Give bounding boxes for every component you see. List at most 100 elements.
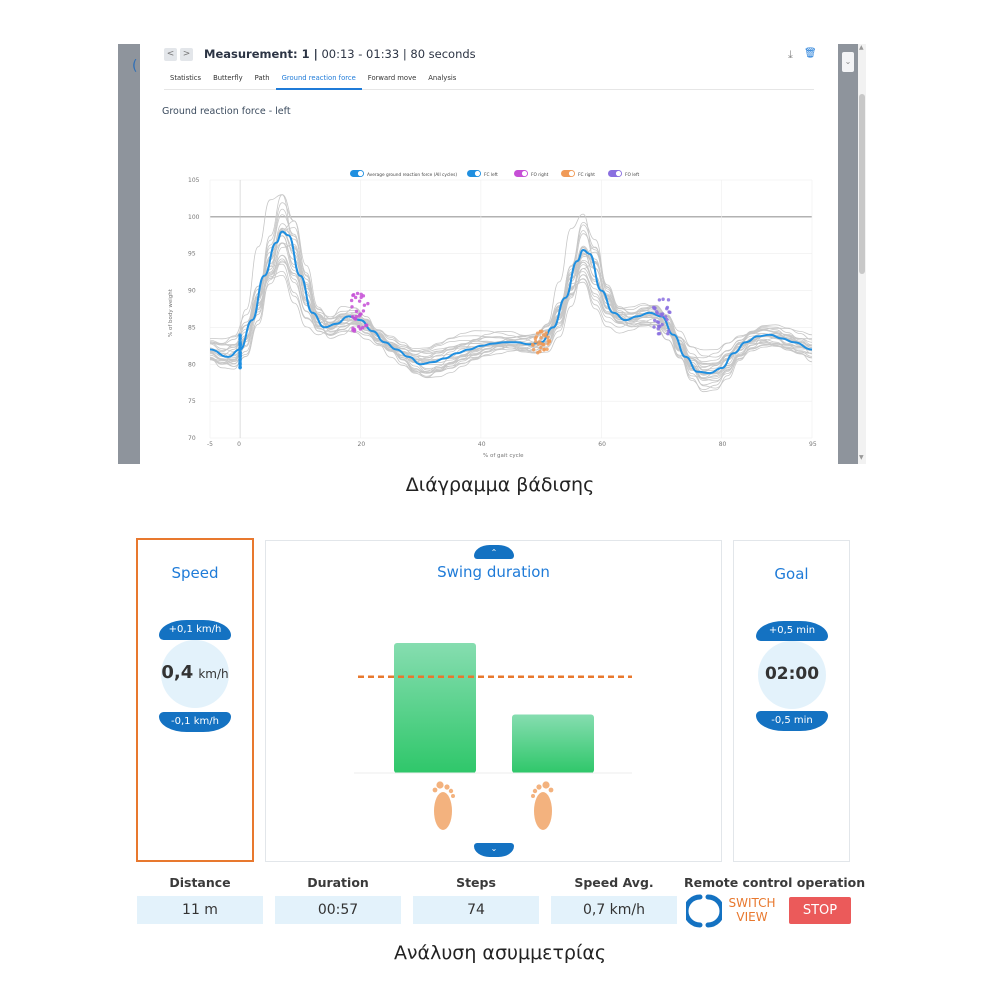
switch-view-icon[interactable] [686,893,722,929]
legend-label: FO left [625,172,639,178]
event-point [545,347,549,351]
event-point [355,291,360,296]
event-point [656,320,661,325]
event-point [539,335,543,340]
legend-label: FO right [531,172,549,178]
scrollbar[interactable]: ▲ ▼ [858,44,866,464]
cycle-curve [209,208,813,393]
y-tick-label: 85 [188,324,196,331]
tab-ground-reaction-force[interactable]: Ground reaction force [275,70,362,90]
speed-decrease-button[interactable]: -0,1 km/h [159,712,231,732]
event-point [666,298,671,302]
speed-dial: 0,4 km/h [161,640,229,708]
event-point [238,343,242,347]
event-point [533,339,538,344]
right-overlay: ⌄ [838,44,858,464]
y-tick-label: 80 [188,361,196,368]
ground-reaction-force-chart: Average ground reaction force (All cycle… [168,170,817,459]
duration-value: 00:57 [275,896,401,924]
tab-forward-move[interactable]: Forward move [367,74,417,82]
steps-label: Steps [456,875,496,890]
event-point [655,311,660,315]
tab-path[interactable]: Path [254,74,270,82]
cycle-curve [209,232,813,371]
next-measurement-button[interactable]: > [180,48,193,61]
measurement-view: < > Measurement: 1 | 00:13 - 01:33 | 80 … [140,44,838,464]
event-point [238,361,242,365]
event-point [656,327,660,331]
distance-value: 11 m [137,896,263,924]
chevron-down-icon[interactable]: ⌄ [474,843,514,857]
event-point [657,298,662,302]
event-point [353,295,358,300]
x-tick-label: 80 [719,441,727,448]
gait-chart-screenshot: ( < > Measurement: 1 | 00:13 - 01:33 | 8… [118,44,866,464]
tab-statistics[interactable]: Statistics [170,74,202,82]
event-point [238,346,242,351]
event-point [350,305,354,309]
event-point [238,350,242,355]
x-axis-label: % of gait cycle [483,453,524,459]
event-point [661,297,665,301]
chevron-up-icon[interactable]: ⌃ [474,545,514,559]
switch-view-button[interactable]: SWITCH VIEW [728,896,776,924]
event-point [361,309,366,313]
event-point [667,329,671,333]
cycle-curve [209,242,813,380]
event-point [539,345,543,350]
event-point [535,331,540,335]
download-icon[interactable]: ⤓ [788,48,793,61]
cycle-curve [209,274,813,365]
goal-increase-button[interactable]: +0,5 min [756,621,828,641]
cycle-curve [209,202,813,389]
tab-analysis[interactable]: Analysis [428,74,457,82]
stop-button[interactable]: STOP [789,897,851,924]
previous-measurement-button[interactable]: < [164,48,177,61]
tab-butterfly[interactable]: Butterfly [213,74,243,82]
speed-increase-button[interactable]: +0,1 km/h [159,620,231,640]
event-point [538,329,543,334]
event-point [546,338,550,343]
event-point [663,314,668,319]
event-point [238,336,242,340]
goal-panel: Goal 02:00 +0,5 min -0,5 min [733,540,850,862]
caption-asymmetry-analysis: Ανάλυση ασυμμετρίας [393,942,607,964]
event-point [660,313,664,318]
scrollbar-thumb[interactable] [859,94,865,274]
cycle-curve [209,220,813,379]
event-point [362,303,367,307]
y-tick-label: 105 [188,177,200,184]
event-point [531,342,535,347]
event-point [542,347,546,352]
event-point [653,318,657,323]
x-tick-label: 20 [358,441,366,448]
event-point [351,292,356,297]
y-tick-label: 95 [188,251,196,258]
y-tick-label: 75 [188,398,196,405]
average-force-line [209,230,813,375]
trash-icon[interactable]: 🗑 [804,48,817,59]
event-point [653,306,657,311]
x-tick-label: 95 [809,441,817,448]
event-point [546,335,550,339]
speed-avg-label: Speed Avg. [574,875,654,890]
goal-decrease-button[interactable]: -0,5 min [756,711,828,731]
event-point [357,324,361,329]
collapse-button[interactable]: ⌄ [842,52,854,72]
app-logo-icon: ( [132,58,138,74]
caption-gait-diagram: Διάγραμμα βάδισης [405,474,595,496]
scroll-up-icon[interactable]: ▲ [859,44,864,51]
event-point [366,301,370,306]
event-point [350,314,355,319]
event-point [361,325,365,330]
scroll-down-icon[interactable]: ▼ [859,454,864,461]
measurement-title: Measurement: 1 | 00:13 - 01:33 | 80 seco… [204,47,476,61]
x-tick-label: 0 [237,441,241,448]
event-point [544,331,548,335]
event-point [537,340,542,344]
remote-control-label: Remote control operation [684,875,866,890]
legend-label: FC right [578,172,595,178]
event-point [668,310,672,315]
y-tick-label: 70 [188,435,196,442]
legend-toggle-knob [615,170,622,177]
